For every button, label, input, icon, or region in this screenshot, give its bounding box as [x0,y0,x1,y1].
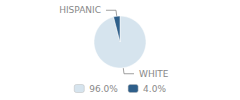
svg-text:4.0%: 4.0% [143,84,166,94]
svg-text:HISPANIC: HISPANIC [59,5,101,15]
svg-text:96.0%: 96.0% [89,84,118,94]
svg-text:WHITE: WHITE [139,69,169,79]
